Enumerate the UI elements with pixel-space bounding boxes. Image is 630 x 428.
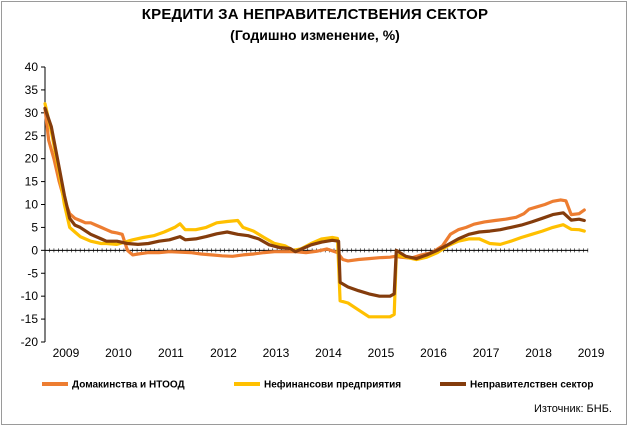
- series-line-1: [43, 106, 586, 263]
- x-tick-label: 2009: [53, 346, 80, 360]
- y-tick-label: 35: [25, 83, 39, 97]
- x-tick-label: 2013: [263, 346, 290, 360]
- x-tick-label: 2016: [420, 346, 447, 360]
- y-tick-label: 5: [31, 220, 38, 234]
- y-tick-label: 10: [25, 198, 39, 212]
- legend-label: Нефинансови предприятия: [264, 379, 401, 391]
- series-line-3: [43, 106, 586, 298]
- y-tick-label: -15: [21, 312, 39, 326]
- legend-label: Домакинства и НТООД: [72, 380, 185, 391]
- y-tick-label: 40: [25, 60, 39, 74]
- legend-label: Неправителствен сектор: [470, 380, 593, 391]
- series-line-2: [43, 102, 586, 319]
- chart-subtitle: (Годишно изменение, %): [230, 27, 400, 43]
- x-tick-label: 2012: [210, 346, 237, 360]
- x-tick-label: 2019: [578, 346, 605, 360]
- x-tick-label: 2015: [368, 346, 395, 360]
- x-tick-label: 2011: [158, 346, 184, 360]
- y-tick-label: 25: [25, 129, 39, 143]
- y-tick-label: 0: [31, 243, 38, 257]
- legend: Домакинства и НТООД Нефинансови предприят…: [42, 379, 593, 391]
- x-tick-label: 2010: [105, 346, 132, 360]
- x-tick-label: 2018: [525, 346, 552, 360]
- x-tick-label: 2017: [473, 346, 500, 360]
- y-tick-label: -5: [27, 266, 38, 280]
- y-tick-label: -10: [21, 289, 39, 303]
- y-tick-label: 15: [25, 175, 39, 189]
- y-tick-label: 20: [25, 152, 39, 166]
- y-tick-label: 30: [25, 106, 39, 120]
- source-note: Източник: БНБ.: [534, 403, 612, 415]
- x-tick-label: 2014: [315, 346, 342, 360]
- axes: -20 -15 -10 -5 0 5 10 15 20 25 30 35 40 2009 2010 2011 2…: [21, 60, 605, 360]
- chart-title: КРЕДИТИ ЗА НЕПРАВИТЕЛСТВЕНИЯ СЕКТОР: [141, 6, 489, 23]
- series-group: [43, 102, 586, 319]
- y-tick-label: -20: [21, 335, 39, 349]
